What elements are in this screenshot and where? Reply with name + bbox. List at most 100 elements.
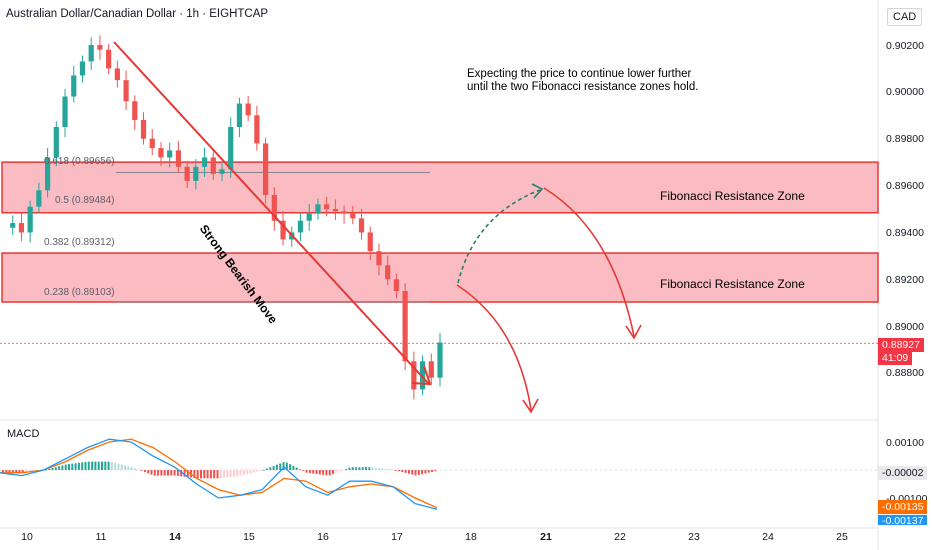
candle-body bbox=[132, 101, 138, 120]
macd-histogram-bar bbox=[68, 464, 70, 470]
macd-histogram-bar bbox=[120, 464, 123, 470]
candle-body bbox=[376, 251, 382, 266]
fib-label-0238: 0.238 (0.89103) bbox=[44, 287, 115, 298]
macd-histogram-bar bbox=[8, 470, 11, 473]
macd-histogram-bar bbox=[427, 470, 430, 473]
price-tick: 0.90000 bbox=[886, 86, 924, 98]
macd-histogram-bar bbox=[391, 469, 394, 471]
macd-histogram-bar bbox=[404, 470, 407, 473]
candle-body bbox=[419, 361, 426, 390]
macd-histogram-bar bbox=[249, 470, 252, 474]
macd-histogram-bar bbox=[368, 467, 371, 470]
macd-histogram-bar bbox=[137, 469, 140, 471]
macd-histogram-bar bbox=[358, 467, 361, 470]
macd-histogram-bar bbox=[77, 462, 80, 470]
candle-body bbox=[254, 115, 260, 144]
macd-histogram-bar bbox=[292, 465, 295, 470]
macd-histogram-bar bbox=[81, 462, 84, 470]
candle-body bbox=[88, 45, 94, 62]
candle-body bbox=[27, 206, 33, 233]
macd-histogram-bar bbox=[15, 470, 18, 473]
price-tick: 0.89200 bbox=[886, 274, 924, 286]
macd-histogram-bar bbox=[279, 463, 282, 470]
macd-histogram-bar bbox=[411, 470, 414, 475]
macd-histogram-bar bbox=[275, 464, 278, 470]
macd-histogram-bar bbox=[378, 468, 381, 470]
macd-hist-badge: -0.00002 bbox=[878, 466, 928, 480]
price-tick: 0.90200 bbox=[886, 40, 924, 52]
macd-histogram-bar bbox=[308, 470, 311, 474]
macd-histogram-bar bbox=[282, 462, 285, 470]
macd-histogram-bar bbox=[21, 470, 24, 473]
macd-histogram-bar bbox=[134, 468, 136, 470]
macd-histogram-bar bbox=[401, 470, 404, 473]
candle-body bbox=[175, 150, 181, 167]
macd-line-badge: -0.00137 bbox=[878, 515, 928, 525]
macd-histogram-bar bbox=[371, 467, 374, 470]
price-tick: 0.89000 bbox=[886, 321, 924, 333]
analysis-note-line-2: until the two Fibonacci resistance zones… bbox=[467, 81, 699, 93]
candle-body bbox=[428, 361, 434, 378]
macd-histogram-bar bbox=[176, 470, 179, 476]
candle-body bbox=[219, 169, 225, 174]
macd-histogram-bar bbox=[302, 470, 305, 471]
macd-histogram-bar bbox=[384, 468, 387, 470]
macd-tick: 0.00100 bbox=[886, 437, 924, 449]
candle-body bbox=[71, 75, 77, 97]
fib-label-0618: 0.618 (0.89656) bbox=[44, 156, 115, 167]
bearish-trend-line bbox=[113, 41, 429, 384]
time-tick: 22 bbox=[614, 531, 626, 543]
macd-histogram-bar bbox=[246, 470, 249, 475]
macd-histogram-bar bbox=[44, 469, 47, 471]
macd-histogram-bar bbox=[239, 470, 242, 476]
candle-body bbox=[167, 150, 173, 158]
macd-histogram-bar bbox=[107, 461, 110, 470]
candle-body bbox=[210, 157, 216, 174]
macd-histogram-bar bbox=[110, 462, 113, 470]
chart-title: Australian Dollar/Canadian Dollar · 1h ·… bbox=[6, 8, 269, 20]
candle-body bbox=[358, 218, 365, 233]
macd-label[interactable]: MACD bbox=[7, 428, 40, 440]
macd-histogram-bar bbox=[74, 463, 77, 470]
macd-histogram-bar bbox=[361, 467, 364, 470]
candle-body bbox=[385, 265, 391, 280]
upper-zone-label: Fibonacci Resistance Zone bbox=[660, 189, 805, 203]
macd-histogram-bar bbox=[170, 470, 173, 476]
price-tick: 0.89400 bbox=[886, 227, 924, 239]
macd-histogram-bar bbox=[345, 468, 348, 470]
time-tick: 14 bbox=[169, 531, 181, 543]
candle-body bbox=[236, 103, 243, 127]
current-price-badge: 0.88927 bbox=[878, 338, 924, 352]
countdown-badge: 41:09 bbox=[878, 351, 913, 365]
macd-histogram-bar bbox=[318, 470, 321, 475]
macd-histogram-bar bbox=[226, 470, 229, 478]
currency-label[interactable]: CAD bbox=[887, 8, 923, 26]
candle-body bbox=[245, 103, 251, 116]
candle-body bbox=[263, 143, 269, 195]
candle-body bbox=[315, 204, 321, 214]
candle-body bbox=[402, 291, 408, 362]
macd-histogram-bar bbox=[160, 470, 163, 476]
macd-histogram-bar bbox=[315, 470, 318, 475]
projection-down-path-1 bbox=[543, 187, 635, 337]
macd-histogram-bar bbox=[2, 470, 4, 473]
macd-histogram-bar bbox=[431, 470, 433, 472]
macd-histogram-bar bbox=[28, 470, 31, 472]
macd-histogram-bar bbox=[203, 470, 206, 479]
macd-histogram-bar bbox=[338, 470, 341, 472]
macd-histogram-bar bbox=[54, 467, 57, 470]
candle-body bbox=[45, 157, 51, 191]
fib-label-05: 0.5 (0.89484) bbox=[55, 195, 115, 206]
macd-histogram-bar bbox=[325, 470, 328, 476]
resistance-zone-0 bbox=[1, 161, 879, 214]
macd-histogram-bar bbox=[91, 461, 94, 470]
macd-histogram-bar bbox=[51, 468, 54, 470]
candle-body bbox=[106, 49, 112, 69]
candle-body bbox=[350, 213, 356, 219]
macd-histogram-bar bbox=[381, 468, 384, 470]
time-tick: 16 bbox=[317, 531, 329, 543]
candle-body bbox=[36, 190, 42, 207]
macd-histogram-bar bbox=[147, 470, 150, 474]
